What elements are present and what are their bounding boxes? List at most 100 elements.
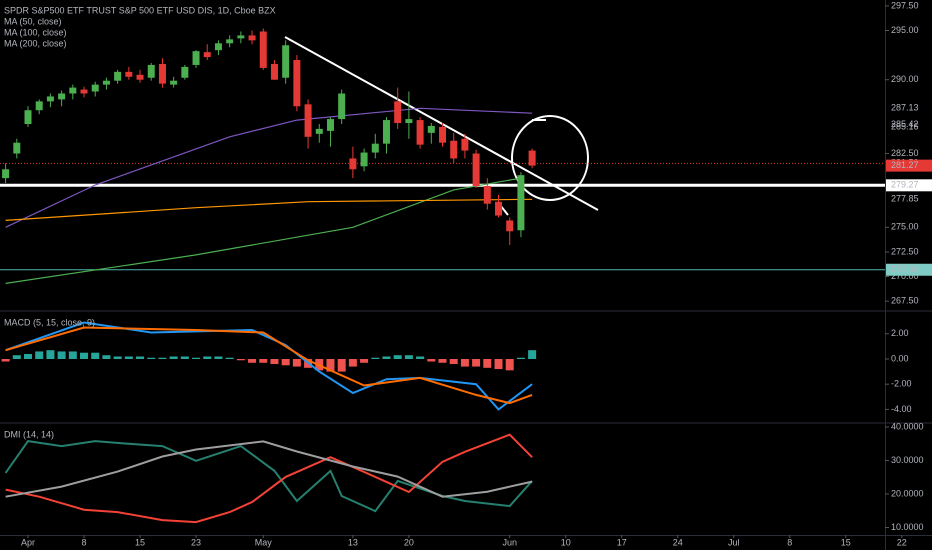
- x-tick-label: 15: [841, 537, 851, 547]
- candle-body: [382, 120, 390, 144]
- candle-body: [427, 125, 435, 133]
- candle-body: [326, 119, 334, 131]
- candle-body: [203, 52, 211, 58]
- candle-body: [24, 110, 32, 124]
- candle-body: [360, 152, 368, 167]
- histogram-bar: [348, 358, 357, 367]
- histogram-bar: [281, 358, 290, 366]
- price-badge: [886, 179, 932, 192]
- candle-body: [416, 120, 424, 145]
- x-tick-label: 8: [787, 537, 792, 547]
- candle-body: [91, 84, 99, 92]
- histogram-bar: [505, 358, 514, 371]
- y-tick-label: 290.00: [891, 74, 919, 84]
- y-tick-label: -4.00: [891, 404, 912, 414]
- histogram-bar: [102, 355, 111, 359]
- price-badge: [886, 159, 932, 172]
- candle-body: [125, 71, 133, 77]
- histogram-bar: [46, 350, 55, 359]
- histogram-bar: [180, 356, 189, 359]
- y-tick-label: 297.50: [891, 0, 919, 10]
- histogram-bar: [147, 357, 156, 359]
- trend-line: [284, 36, 599, 211]
- candle-body: [506, 220, 514, 232]
- y-tick-label: 272.50: [891, 246, 919, 256]
- indicator-line: [5, 107, 533, 228]
- x-tick-label: 13: [348, 537, 358, 547]
- candle-body: [170, 80, 178, 85]
- histogram-bar: [438, 358, 447, 363]
- histogram-bar: [203, 356, 212, 359]
- y-tick-label: 295.00: [891, 25, 919, 35]
- candle-body: [248, 35, 256, 41]
- histogram-bar: [337, 358, 346, 372]
- indicator-line: [5, 440, 533, 498]
- histogram-bar: [427, 358, 436, 362]
- circle-drawing: [511, 115, 589, 201]
- histogram-bar: [404, 355, 413, 359]
- candle-body: [450, 140, 458, 159]
- candle-body: [517, 175, 525, 231]
- legend-entry: MA (50, close): [4, 16, 62, 26]
- candle-body: [439, 126, 446, 143]
- histogram-bar: [57, 351, 66, 359]
- candle-body: [472, 153, 480, 186]
- price-badge-label: 281.27: [891, 160, 919, 170]
- histogram-bar: [270, 358, 279, 365]
- histogram-bar: [472, 358, 481, 367]
- candle-body: [80, 89, 88, 94]
- x-tick-label: 22: [897, 537, 907, 547]
- price-badge-label: 285.42: [891, 119, 919, 129]
- candle-body: [371, 143, 379, 153]
- candle-body: [158, 63, 166, 84]
- x-tick-label: Jun: [502, 537, 517, 547]
- pane-title: MACD (5, 15, close, 9): [4, 317, 95, 327]
- y-tick-label: 270.00: [891, 271, 919, 281]
- candle-body: [192, 51, 200, 65]
- candle-body: [102, 80, 110, 85]
- histogram-bar: [35, 351, 44, 359]
- price-badge-label: 277.85: [891, 194, 919, 204]
- histogram-bar: [225, 357, 234, 359]
- candle-body: [495, 201, 503, 216]
- legend-entry: MA (100, close): [4, 27, 67, 37]
- x-tick-label: 15: [135, 537, 145, 547]
- y-tick-label: 0.00: [891, 353, 909, 363]
- candle-body: [461, 138, 469, 151]
- histogram-bar: [236, 358, 245, 361]
- candle-body: [35, 101, 43, 111]
- histogram-bar: [460, 358, 469, 367]
- histogram-bar: [80, 352, 89, 359]
- candle-body: [237, 35, 245, 39]
- histogram-bar: [516, 357, 525, 359]
- x-tick-label: Jul: [728, 537, 740, 547]
- indicator-line: [5, 321, 533, 411]
- x-tick-label: 20: [404, 537, 414, 547]
- x-tick-label: 10: [561, 537, 571, 547]
- price-badge-label: 287.13: [891, 102, 919, 112]
- drawings: [0, 36, 885, 271]
- candle-body: [13, 142, 21, 154]
- candle-body: [394, 101, 402, 124]
- x-tick-label: 17: [617, 537, 627, 547]
- candle-body: [69, 87, 77, 94]
- histogram-bar: [12, 355, 21, 359]
- pane: 297.50 295.00 290.00 282.50 275.00 272.50 270.…: [2, 0, 932, 306]
- candle-body: [293, 60, 301, 107]
- x-tick-label: Apr: [21, 537, 35, 547]
- price-badge-label: 270.69: [891, 264, 919, 274]
- indicator-line: [5, 326, 533, 405]
- candle-body: [270, 63, 278, 80]
- y-tick-label: 2.00: [891, 328, 909, 338]
- histogram-bar: [326, 358, 335, 372]
- histogram-bar: [371, 357, 380, 359]
- candle-body: [338, 93, 346, 120]
- y-tick-label: 30.0000: [891, 455, 924, 465]
- candle-body: [528, 150, 536, 166]
- pane: 2.00 0.00 -2.00 -4.00 MACD (5, 15, close, 9): [1, 317, 912, 414]
- y-tick-label: -2.00: [891, 379, 912, 389]
- candle-body: [349, 158, 357, 170]
- histogram-bar: [68, 351, 77, 359]
- y-tick-label: 20.0000: [891, 488, 924, 498]
